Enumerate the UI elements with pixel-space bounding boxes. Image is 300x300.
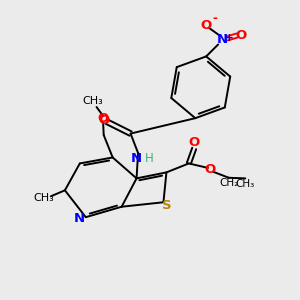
Text: O: O	[98, 114, 109, 127]
Text: O: O	[98, 112, 109, 125]
Text: +: +	[225, 34, 234, 44]
Text: CH₃: CH₃	[34, 193, 54, 203]
Text: CH₃: CH₃	[236, 179, 255, 189]
Text: N: N	[131, 152, 142, 165]
Text: S: S	[162, 199, 172, 212]
Text: O: O	[189, 136, 200, 149]
Text: H: H	[145, 152, 154, 165]
Text: N: N	[74, 212, 85, 225]
Text: N: N	[217, 34, 228, 46]
Text: O: O	[201, 19, 212, 32]
Text: CH₂: CH₂	[219, 178, 238, 188]
Text: O: O	[205, 163, 216, 176]
Text: CH₃: CH₃	[82, 96, 103, 106]
Text: O: O	[235, 29, 246, 42]
Text: -: -	[212, 12, 217, 25]
